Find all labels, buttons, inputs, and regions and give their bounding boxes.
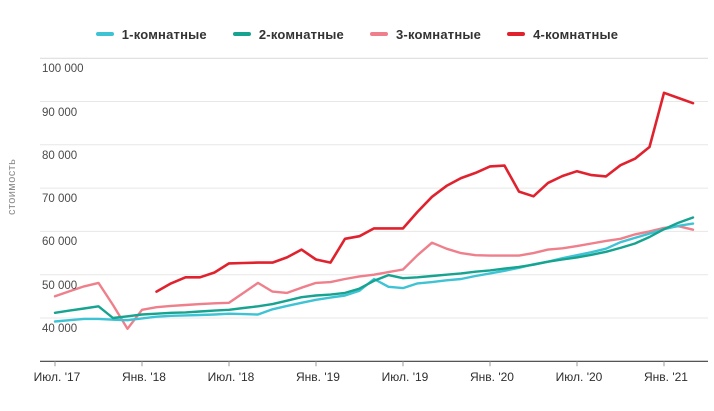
y-tick-label: 40 000: [42, 323, 78, 335]
x-tick-label: Июл. '18: [207, 370, 255, 385]
series-line-2-комнатные[interactable]: [53, 216, 695, 320]
legend-item-2-rooms[interactable]: 2-комнатные: [232, 26, 344, 42]
x-tick-label: Янв. '20: [470, 370, 514, 385]
legend-label: 2-комнатные: [258, 26, 344, 42]
chart-legend: 1-комнатные 2-комнатные 3-комнатные 4-комна…: [0, 24, 714, 44]
x-tick-label: Янв. '21: [644, 370, 688, 385]
legend-item-4-rooms[interactable]: 4-комнатные: [507, 27, 618, 42]
y-tick-label: 60 000: [42, 236, 78, 249]
legend-swatch: [232, 32, 251, 36]
y-tick-label: 80 000: [42, 149, 78, 162]
x-tick-label: Июл. '19: [381, 370, 429, 385]
series-line-4-комнатные[interactable]: [155, 91, 695, 293]
y-tick-label: 50 000: [42, 279, 78, 292]
x-tick-label: Янв. '18: [122, 370, 166, 385]
legend-item-1-rooms[interactable]: 1-комнатные: [95, 26, 207, 42]
legend-label: 4-комнатные: [533, 26, 619, 42]
legend-item-3-rooms[interactable]: 3-комнатные: [370, 27, 481, 42]
legend-label: 3-комнатные: [396, 26, 482, 42]
x-tick-label: Янв. '19: [296, 370, 340, 385]
y-tick-label: 100 000: [42, 63, 84, 76]
series-line-1-комнатные[interactable]: [53, 222, 695, 323]
legend-swatch: [507, 32, 526, 36]
legend-swatch: [95, 32, 114, 36]
legend-label: 1-комнатные: [121, 26, 207, 42]
series-line-3-комнатные[interactable]: [53, 224, 695, 330]
x-tick-label: Июл. '17: [33, 370, 81, 385]
legend-swatch: [370, 32, 388, 36]
y-tick-label: 70 000: [42, 193, 78, 206]
y-tick-label: 90 000: [42, 106, 78, 119]
x-tick-label: Июл. '20: [555, 370, 603, 385]
